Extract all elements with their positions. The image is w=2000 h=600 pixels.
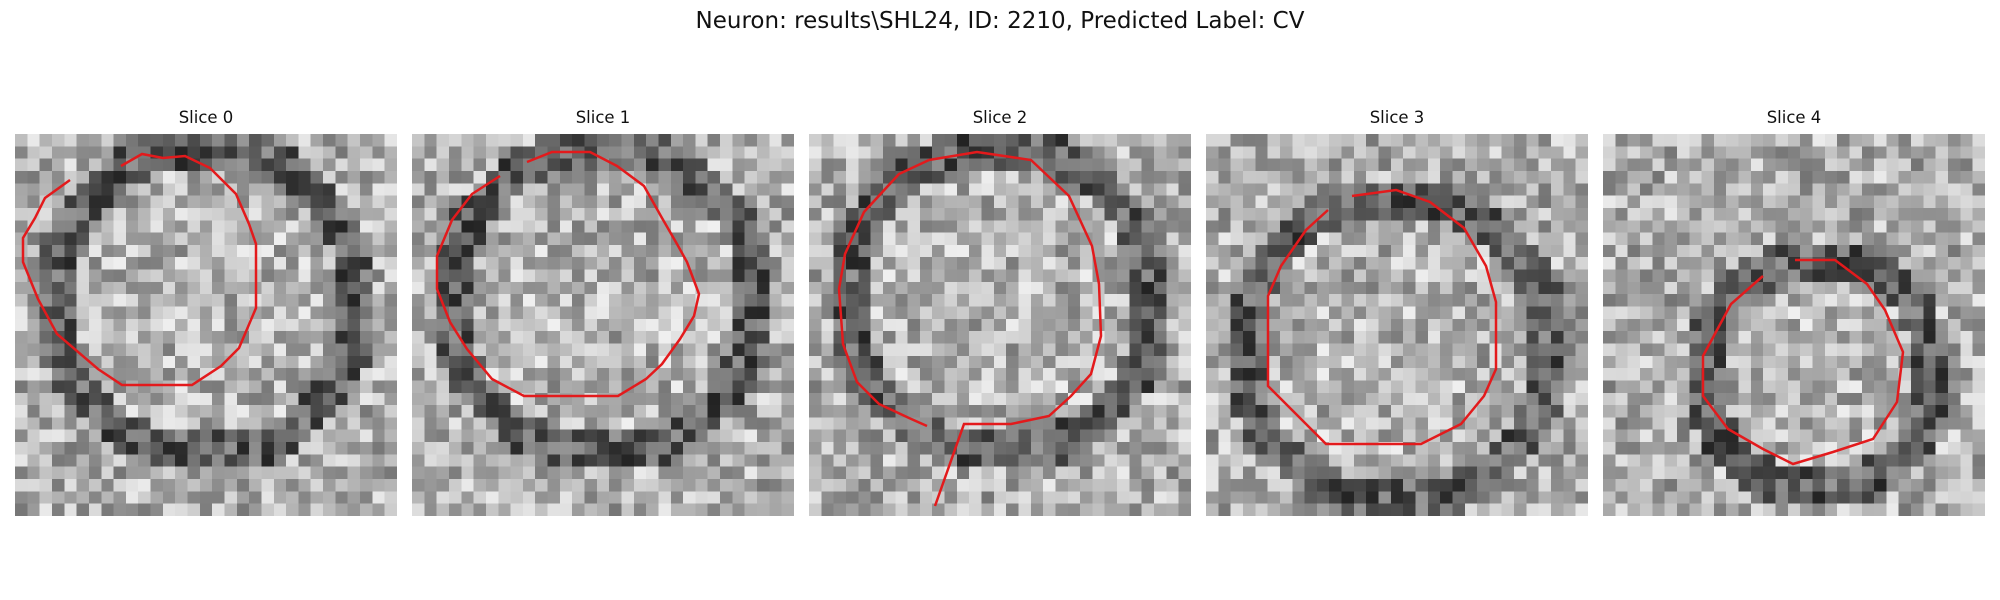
slice-contour-1 <box>435 150 701 398</box>
slice-panel-3: Slice 3 <box>1206 108 1588 518</box>
slice-title-4: Slice 4 <box>1766 108 1822 127</box>
slice-panel-1: Slice 1 <box>412 108 794 518</box>
slice-contour-3 <box>1266 188 1498 446</box>
slice-title-0: Slice 0 <box>178 108 234 127</box>
slice-image-1 <box>412 134 794 516</box>
slice-contour-0 <box>21 152 258 387</box>
slice-image-0 <box>15 134 397 516</box>
slice-title-1: Slice 1 <box>575 108 631 127</box>
slice-panel-0: Slice 0 <box>15 108 397 518</box>
slice-pixel-grid-0 <box>15 134 397 516</box>
slice-image-2 <box>809 134 1191 516</box>
slice-pixel-grid-4 <box>1603 134 1985 516</box>
slice-panel-2: Slice 2 <box>809 108 1191 518</box>
slice-panel-4: Slice 4 <box>1603 108 1985 518</box>
slice-title-3: Slice 3 <box>1369 108 1425 127</box>
slice-pixel-grid-3 <box>1206 134 1588 516</box>
slice-contour-4 <box>1701 258 1905 466</box>
slice-image-4 <box>1603 134 1985 516</box>
slice-pixel-grid-1 <box>412 134 794 516</box>
slice-image-3 <box>1206 134 1588 516</box>
slice-contour-2b <box>837 158 930 428</box>
figure-title: Neuron: results\SHL24, ID: 2210, Predict… <box>695 8 1305 34</box>
slice-title-2: Slice 2 <box>972 108 1028 127</box>
slice-pixel-grid-2 <box>809 134 1191 516</box>
slice-contour-2 <box>928 150 1103 507</box>
